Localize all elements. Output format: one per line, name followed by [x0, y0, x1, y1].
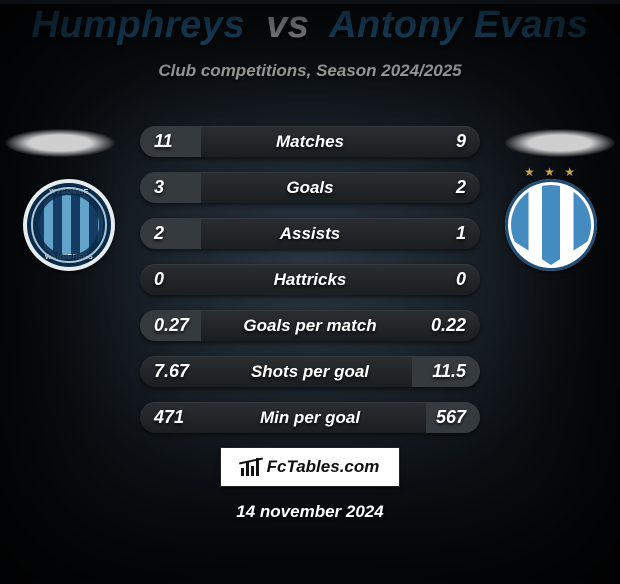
- stat-value-left: 2: [154, 218, 164, 249]
- subtitle: Club competitions, Season 2024/2025: [0, 61, 620, 81]
- stat-value-right: 2: [456, 172, 466, 203]
- badge-shadow-left: [5, 129, 115, 157]
- stat-row: 0.27 0.22 Goals per match: [140, 310, 480, 341]
- crest-left-top-text: WYCOMBE: [27, 189, 111, 196]
- stat-row: 0 0 Hattricks: [140, 264, 480, 295]
- stat-value-left: 11: [154, 126, 173, 157]
- stat-value-left: 0.27: [154, 310, 189, 341]
- stat-value-left: 3: [154, 172, 164, 203]
- stat-label: Shots per goal: [251, 362, 369, 382]
- fctables-logo[interactable]: FcTables.com: [220, 447, 400, 487]
- page-title: Humphreys vs Antony Evans: [0, 4, 620, 47]
- stat-label: Matches: [276, 132, 344, 152]
- bar-chart-icon: [241, 458, 261, 476]
- huddersfield-crest-icon: ★ ★ ★: [505, 179, 597, 271]
- badge-shadow-right: [505, 129, 615, 157]
- stat-value-right: 9: [456, 126, 466, 157]
- stat-fill-left: [140, 218, 201, 249]
- stat-label: Goals per match: [243, 316, 376, 336]
- stat-fill-left: [140, 172, 201, 203]
- stat-label: Goals: [286, 178, 333, 198]
- stat-row: 3 2 Goals: [140, 172, 480, 203]
- title-player-2: Antony Evans: [329, 4, 588, 46]
- stat-label: Hattricks: [274, 270, 347, 290]
- title-vs: vs: [266, 4, 309, 46]
- stat-row: 11 9 Matches: [140, 126, 480, 157]
- stats-container: 11 9 Matches 3 2 Goals 2 1 Assists 0 0 Hattricks 0.2…: [140, 126, 480, 433]
- stat-value-right: 567: [436, 402, 466, 433]
- stat-value-right: 1: [456, 218, 466, 249]
- stat-label: Min per goal: [260, 408, 360, 428]
- stat-value-right: 0: [456, 264, 466, 295]
- wycombe-crest-icon: WYCOMBE WANDERERS: [23, 179, 115, 271]
- fctables-logo-text: FcTables.com: [267, 457, 380, 477]
- stat-value-right: 11.5: [432, 356, 466, 387]
- stat-value-left: 0: [154, 264, 164, 295]
- stat-row: 2 1 Assists: [140, 218, 480, 249]
- club-crest-left: WYCOMBE WANDERERS: [23, 179, 115, 271]
- stat-label: Assists: [280, 224, 340, 244]
- date-text: 14 november 2024: [0, 502, 620, 522]
- stat-value-left: 471: [154, 402, 184, 433]
- title-player-1: Humphreys: [32, 4, 246, 46]
- stat-row: 7.67 11.5 Shots per goal: [140, 356, 480, 387]
- club-crest-right: ★ ★ ★: [505, 179, 597, 271]
- crest-left-bottom-text: WANDERERS: [27, 254, 111, 261]
- crest-right-stars: ★ ★ ★: [505, 165, 597, 179]
- stat-row: 471 567 Min per goal: [140, 402, 480, 433]
- stat-value-right: 0.22: [431, 310, 466, 341]
- stat-value-left: 7.67: [154, 356, 189, 387]
